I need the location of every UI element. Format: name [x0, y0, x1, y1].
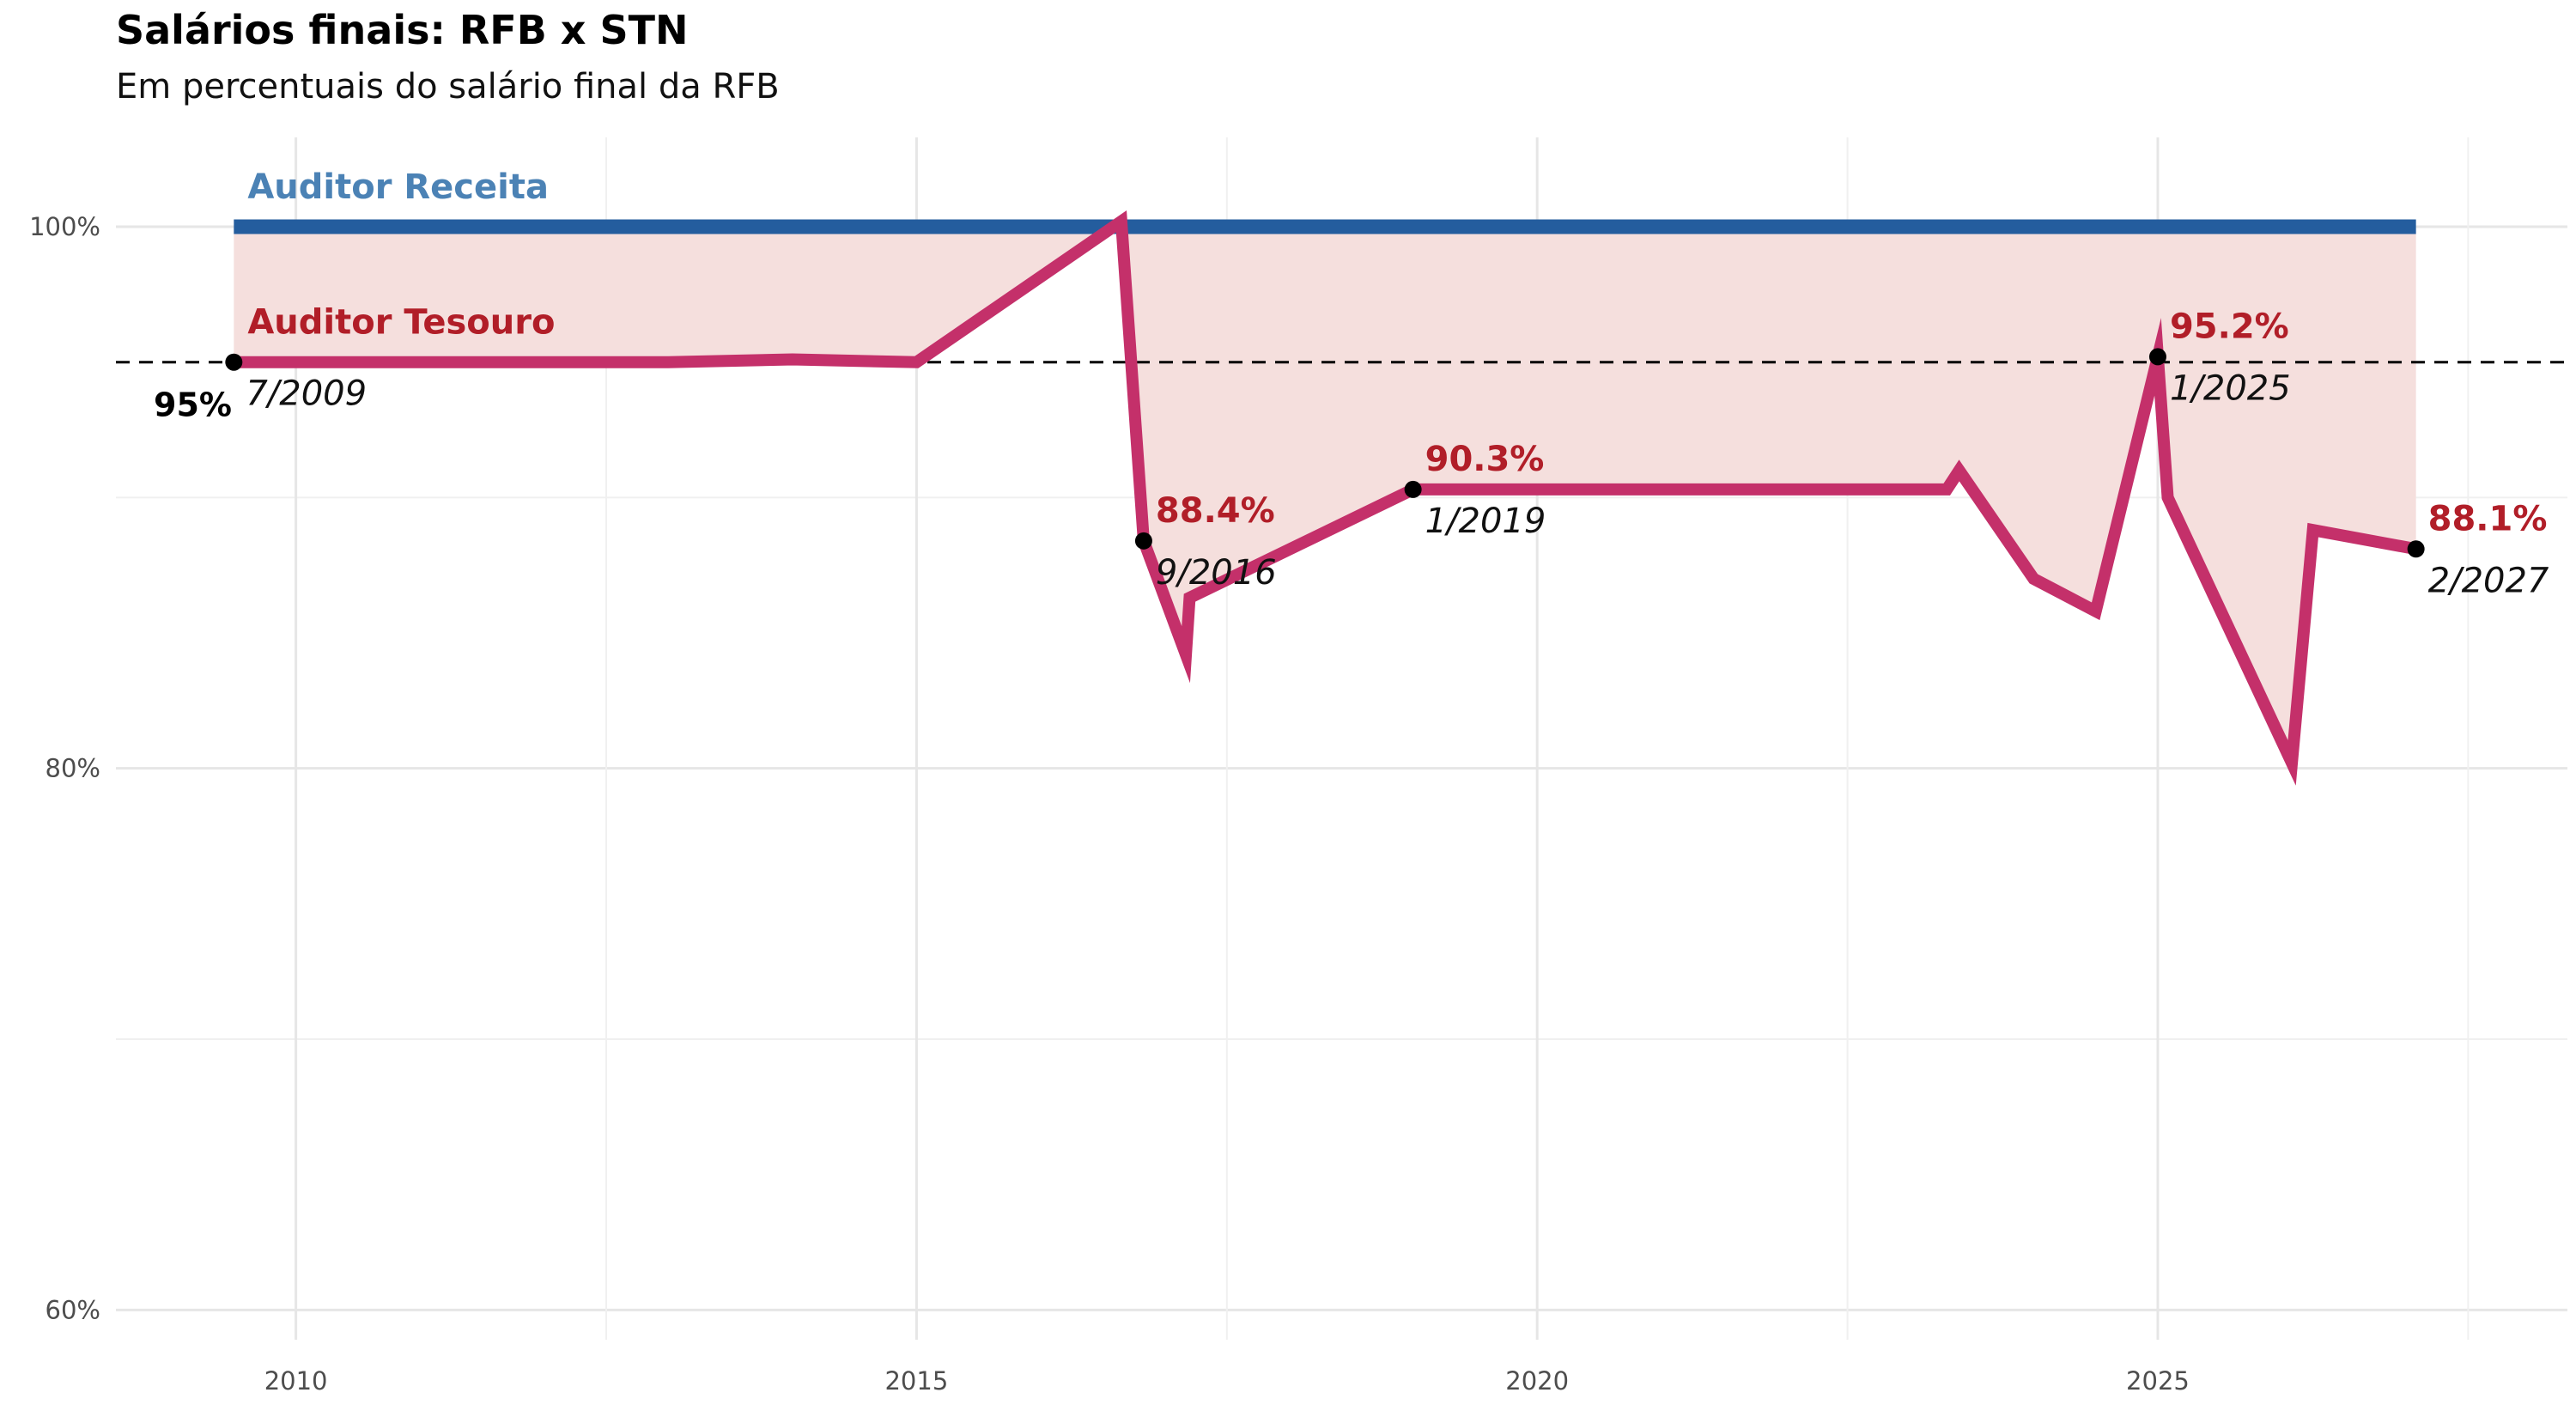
x-tick-label: 2010 — [264, 1366, 328, 1396]
annotation-point — [225, 353, 243, 371]
gap-fill-area — [234, 221, 2416, 763]
annotation-point — [1134, 532, 1152, 550]
annotation-value-label: 90.3% — [1425, 440, 1545, 479]
annotation-text-layer: 95% Auditor Receita Auditor Tesouro 7/2009 8… — [154, 167, 2549, 600]
annotation-point — [1404, 480, 1422, 498]
annotation-date-label: 2/2027 — [2428, 561, 2549, 600]
annotation-point — [2148, 348, 2166, 366]
annotation-date-label: 7/2009 — [246, 374, 367, 414]
series-layer — [234, 210, 2417, 786]
fill-area-layer — [234, 221, 2416, 763]
series-label-auditor-receita: Auditor Receita — [247, 167, 549, 207]
annotation-value-label: 88.1% — [2428, 499, 2548, 538]
x-tick-label: 2015 — [884, 1366, 948, 1396]
y-tick-label: 60% — [46, 1295, 100, 1324]
y-tick-label: 100% — [29, 212, 100, 241]
chart-title: Salários finais: RFB x STN — [116, 7, 689, 53]
series-line-auditor-tesouro — [234, 210, 2417, 786]
chart-subtitle: Em percentuais do salário final da RFB — [116, 67, 780, 106]
annotation-value-label: 95.2% — [2170, 307, 2289, 346]
x-tick-label: 2020 — [1505, 1366, 1569, 1396]
annotation-point-layer — [225, 348, 2425, 558]
reference-line-label: 95% — [154, 386, 232, 424]
x-tick-label: 2025 — [2126, 1366, 2190, 1396]
axis-label-layer: 60% 80% 100% 2010 2015 2020 2025 — [29, 212, 2190, 1396]
series-label-auditor-tesouro: Auditor Tesouro — [247, 303, 555, 343]
annotation-date-label: 1/2025 — [2170, 368, 2291, 408]
annotation-date-label: 1/2019 — [1425, 502, 1546, 541]
annotation-point — [2407, 540, 2425, 558]
y-tick-label: 80% — [46, 754, 100, 783]
annotation-value-label: 88.4% — [1156, 491, 1275, 531]
annotation-date-label: 9/2016 — [1156, 553, 1277, 593]
